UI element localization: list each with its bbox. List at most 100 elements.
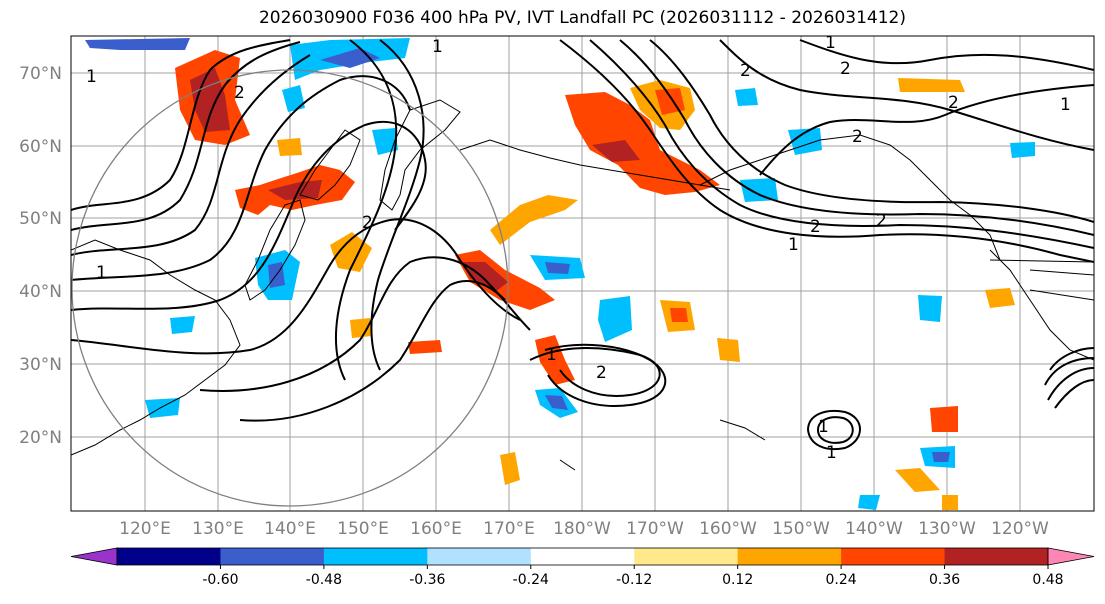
- negative-anomaly-patch: [372, 128, 398, 155]
- colorbar-tick-label: -0.36: [409, 572, 445, 588]
- positive-anomaly-patch: [490, 195, 578, 245]
- map-title: 2026030900 F036 400 hPa PV, IVT Landfall…: [258, 8, 906, 28]
- contour-label: 1: [788, 235, 799, 255]
- positive-anomaly-patch: [535, 335, 575, 385]
- positive-anomaly-patch: [895, 468, 940, 492]
- positive-anomaly-patch: [565, 92, 720, 195]
- negative-anomaly-patch: [545, 262, 570, 274]
- negative-anomaly-patch: [145, 398, 180, 418]
- contour-label: 2: [362, 213, 373, 233]
- positive-anomaly-patch: [942, 495, 958, 510]
- contour-label: 1: [546, 345, 557, 365]
- lon-label: 120°E: [119, 519, 171, 539]
- lon-label: 160°E: [410, 519, 462, 539]
- lon-label: 130°W: [918, 519, 976, 539]
- negative-anomaly-patch: [858, 495, 880, 510]
- contour-label: 1: [1060, 95, 1071, 115]
- lon-label: 130°E: [192, 519, 244, 539]
- lon-label: 120°W: [991, 519, 1049, 539]
- lat-label: 20°N: [19, 428, 62, 448]
- contour-label: 1: [86, 67, 97, 87]
- positive-anomaly-patch: [408, 340, 442, 354]
- negative-anomaly-patch: [545, 395, 568, 410]
- colorbar-tick-label: 0.36: [929, 572, 960, 588]
- lon-label: 160°W: [699, 519, 757, 539]
- negative-anomaly-patch: [932, 452, 950, 462]
- lon-label: 170°E: [483, 519, 535, 539]
- colorbar-tick-label: 0.48: [1032, 572, 1063, 588]
- positive-anomaly-patch: [268, 180, 322, 200]
- lat-label: 70°N: [19, 64, 62, 84]
- contour-label: 2: [852, 127, 863, 147]
- colorbar-swatch: [944, 548, 1049, 565]
- contour-label: 2: [740, 61, 751, 81]
- lat-label: 30°N: [19, 355, 62, 375]
- coastlines: [71, 99, 1094, 471]
- colorbar-tick-label: -0.60: [202, 572, 238, 588]
- negative-anomaly-patch: [918, 295, 942, 322]
- contour-label: 2: [876, 211, 887, 231]
- colorbar-extend-max: [1047, 547, 1095, 566]
- lon-label: 180°W: [553, 519, 611, 539]
- colorbar-swatch: [530, 548, 635, 565]
- contour-label: 2: [840, 59, 851, 79]
- lon-label: 150°W: [772, 519, 830, 539]
- positive-anomaly-patch: [930, 406, 958, 432]
- positive-anomaly-patch: [190, 68, 230, 132]
- colorbar-tick-label: -0.24: [513, 572, 549, 588]
- colorbar-swatch: [220, 548, 325, 565]
- contour-label-group: 1 2 2 1 1 1 2 1 2 2 2 2 2 1 2 1 1 1: [86, 33, 1071, 463]
- positive-anomaly-patch: [717, 338, 740, 362]
- plot-frame: [70, 35, 1095, 512]
- lon-label: 140°E: [264, 519, 316, 539]
- colorbar-tick-label: -0.12: [616, 572, 652, 588]
- contour-label: 2: [810, 217, 821, 237]
- colorbar-swatch: [427, 548, 532, 565]
- contour-label: 1: [818, 417, 829, 437]
- pv-anomaly-fills: [85, 38, 1035, 510]
- longitude-labels: 120°E 130°E 140°E 150°E 160°E 170°E 180°…: [119, 519, 1049, 539]
- colorbar-swatch: [117, 548, 221, 565]
- contour-label: 1: [432, 37, 443, 57]
- negative-anomaly-patch: [598, 296, 632, 342]
- latitude-labels: 70°N 60°N 50°N 40°N 30°N 20°N: [19, 64, 62, 448]
- positive-anomaly-patch: [985, 288, 1015, 308]
- colorbar-tick-label: -0.48: [306, 572, 342, 588]
- colorbar-tick-label: 0.24: [826, 572, 857, 588]
- positive-anomaly-patch: [277, 138, 302, 156]
- lat-label: 40°N: [19, 282, 62, 302]
- range-circle: [71, 69, 509, 507]
- negative-anomaly-patch: [170, 316, 195, 334]
- colorbar-swatch: [737, 548, 842, 565]
- lon-label: 140°W: [845, 519, 903, 539]
- contour-label: 2: [596, 363, 607, 383]
- colorbar-swatch: [634, 548, 739, 565]
- colorbar-swatch: [841, 548, 946, 565]
- pv-contours: [71, 39, 1094, 450]
- positive-anomaly-patch: [350, 318, 372, 338]
- positive-anomaly-patch: [898, 78, 965, 92]
- negative-anomaly-patch: [282, 85, 305, 112]
- negative-anomaly-patch: [1010, 142, 1035, 158]
- colorbar-swatch: [323, 548, 428, 565]
- negative-anomaly-patch: [735, 88, 758, 106]
- positive-anomaly-patch: [670, 308, 688, 322]
- contour-label: 1: [826, 443, 837, 463]
- colorbar-frame: [116, 547, 1049, 566]
- contour-label: 1: [96, 263, 107, 283]
- lon-label: 150°E: [337, 519, 389, 539]
- colorbar-tick-label: 0.12: [722, 572, 753, 588]
- lat-label: 50°N: [19, 209, 62, 229]
- contour-label: 2: [234, 83, 245, 103]
- negative-anomaly-patch: [85, 38, 190, 50]
- contour-label: 1: [825, 33, 836, 53]
- positive-anomaly-patch: [500, 452, 520, 485]
- negative-anomaly-patch: [740, 178, 778, 202]
- positive-anomaly-patch: [592, 140, 640, 162]
- colorbar-extend-min: [70, 547, 118, 566]
- colorbar: -0.60 -0.48 -0.36 -0.24 -0.12 0.12 0.24 0.36 0.4…: [70, 547, 1095, 588]
- positive-anomaly-patch: [330, 232, 372, 272]
- lat-label: 60°N: [19, 137, 62, 157]
- lon-label: 170°W: [626, 519, 684, 539]
